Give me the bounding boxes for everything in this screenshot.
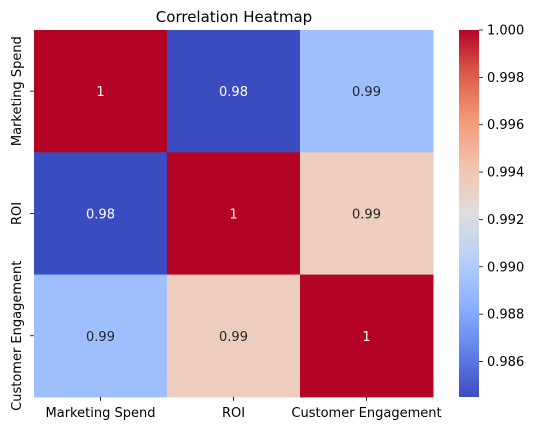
colorbar-tick-label: 0.988 (487, 308, 524, 323)
heatmap-cell (300, 30, 434, 153)
colorbar-gradient (459, 30, 479, 397)
heatmap-cell (167, 152, 301, 276)
colorbar-tick-label: 0.998 (487, 71, 524, 86)
y-tick-label: ROI (10, 202, 25, 225)
chart-title: Correlation Heatmap (156, 8, 312, 26)
heatmap-cell-value: 0.99 (352, 85, 381, 100)
heatmap-cells (34, 30, 434, 398)
heatmap-cell-value: 0.99 (86, 330, 115, 345)
heatmap-cell (167, 274, 301, 398)
heatmap-cell (300, 152, 434, 276)
y-tick-label: Customer Engagement (10, 261, 25, 411)
x-tick-label: Marketing Spend (46, 406, 156, 421)
heatmap-cell-labels: 1 0.98 0.99 0.98 1 0.99 0.99 0.99 1 (86, 85, 381, 345)
x-tick-label: ROI (222, 406, 245, 421)
colorbar-tick-label: 0.996 (487, 118, 524, 133)
heatmap-cell (300, 274, 434, 398)
heatmap-cell-value: 0.98 (219, 85, 248, 100)
heatmap-cell-value: 1 (229, 207, 237, 222)
heatmap-cell (167, 30, 301, 153)
y-tick-label: Marketing Spend (10, 36, 25, 146)
heatmap-cell (34, 274, 168, 398)
heatmap-cell-value: 1 (96, 85, 104, 100)
heatmap-cell-value: 0.99 (219, 330, 248, 345)
colorbar-tick-label: 0.992 (487, 213, 524, 228)
heatmap-cell (34, 152, 168, 276)
x-tick-label: Customer Engagement (291, 406, 441, 421)
colorbar-tick-label: 0.986 (487, 355, 524, 370)
y-axis: Marketing Spend ROI Customer Engagement (10, 36, 34, 411)
colorbar-tick-label: 0.990 (487, 260, 524, 275)
colorbar-tick-label: 0.994 (487, 166, 524, 181)
heatmap-cell (34, 30, 168, 153)
heatmap-cell-value: 0.98 (86, 207, 115, 222)
heatmap-cell-value: 0.99 (352, 207, 381, 222)
colorbar-tick-label: 1.000 (487, 24, 524, 39)
x-axis: Marketing Spend ROI Customer Engagement (46, 396, 442, 421)
colorbar-ticks: 0.986 0.988 0.990 0.992 0.994 0.996 0.998 1.000 (479, 24, 524, 370)
colorbar: 0.986 0.988 0.990 0.992 0.994 0.996 0.998 1.000 (459, 24, 524, 397)
heatmap-cell-value: 1 (362, 330, 370, 345)
